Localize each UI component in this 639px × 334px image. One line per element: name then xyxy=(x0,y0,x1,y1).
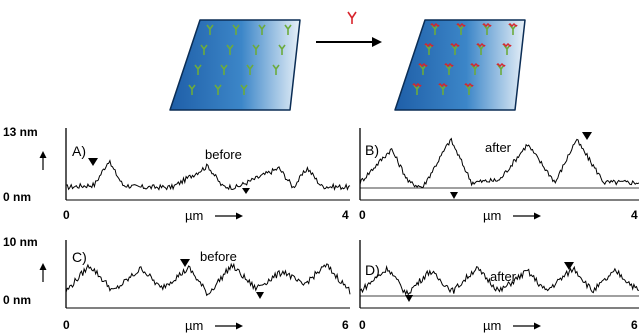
x-unit-label-c: µm xyxy=(185,318,203,333)
y-up-arrow-bottom xyxy=(39,263,47,282)
panel-caption-c: before xyxy=(200,249,237,264)
x-start-label-d: 0 xyxy=(359,318,366,332)
y-min-label-top: 0 nm xyxy=(3,190,31,204)
x-end-label-d: 6 xyxy=(631,318,638,332)
x-arrow-d xyxy=(513,322,541,330)
x-start-label-b: 0 xyxy=(359,208,366,222)
x-unit-label-d: µm xyxy=(483,318,501,333)
series-line-b xyxy=(359,137,639,189)
x-start-label-a: 0 xyxy=(63,208,70,222)
panel-label-b: B) xyxy=(365,142,379,158)
y-min-label-bottom: 0 nm xyxy=(3,293,31,307)
axes-panel-b xyxy=(359,128,639,201)
marker-triangles xyxy=(88,132,592,302)
x-arrow-c xyxy=(215,322,243,330)
reaction-arrow xyxy=(316,37,382,47)
panel-label-c: C) xyxy=(72,249,87,265)
x-arrow-b xyxy=(513,212,541,220)
x-end-label-b: 4 xyxy=(631,208,638,222)
x-start-label-c: 0 xyxy=(63,318,70,332)
axes-panel-c xyxy=(65,240,350,309)
y-up-arrow-top xyxy=(39,151,47,170)
y-max-label-top: 13 nm xyxy=(3,125,38,139)
panel-caption-d: after xyxy=(490,269,517,284)
panel-label-d: D) xyxy=(365,262,380,278)
series-line-d xyxy=(359,264,639,296)
y-max-label-bottom: 10 nm xyxy=(3,235,38,249)
series-line-c xyxy=(65,262,351,297)
x-end-label-a: 4 xyxy=(342,208,349,222)
surface-after xyxy=(394,19,526,111)
series-line-a xyxy=(65,159,351,192)
panel-caption-b: after xyxy=(485,140,512,155)
height-profiles xyxy=(65,137,639,297)
panel-label-a: A) xyxy=(72,143,86,159)
x-arrow-a xyxy=(215,212,243,220)
x-unit-label-a: µm xyxy=(185,208,203,223)
reagent-icon xyxy=(347,11,357,24)
x-end-label-c: 6 xyxy=(342,318,349,332)
panel-caption-a: before xyxy=(205,147,242,162)
x-unit-label-b: µm xyxy=(483,208,501,223)
surface-before xyxy=(169,19,301,111)
axes-panel-a xyxy=(65,128,350,201)
